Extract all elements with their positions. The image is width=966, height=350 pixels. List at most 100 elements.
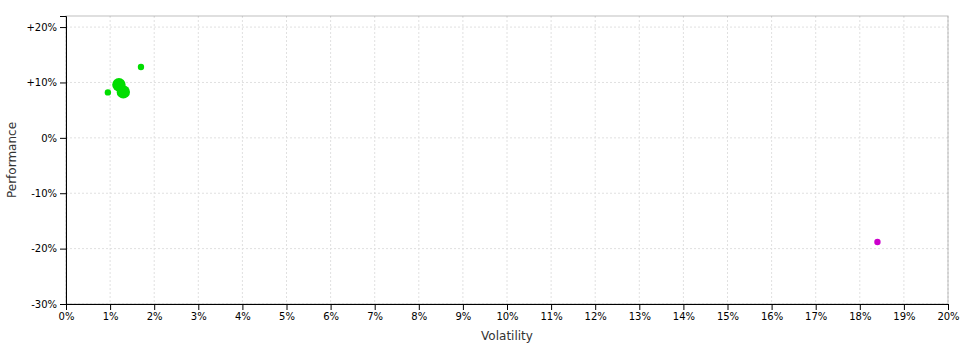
points — [105, 64, 881, 245]
tick-mark — [772, 304, 773, 310]
tick-mark — [375, 304, 376, 310]
grid-line — [683, 16, 684, 304]
grid-line — [154, 16, 155, 304]
tick: 18% — [849, 304, 871, 322]
tick-label: 17% — [805, 311, 827, 322]
tick-mark — [110, 304, 111, 310]
tick-mark — [904, 304, 905, 310]
tick-label: 18% — [849, 311, 871, 322]
tick: 13% — [629, 304, 651, 322]
tick: -30% — [31, 299, 66, 310]
grid-line — [859, 16, 860, 304]
tick-label: 16% — [761, 311, 783, 322]
grid-line — [110, 16, 111, 304]
y-axis-title: Performance — [5, 122, 19, 198]
tick-mark — [948, 304, 949, 310]
tick: 17% — [805, 304, 827, 322]
grid-line — [551, 16, 552, 304]
tick-label: 13% — [629, 311, 651, 322]
tick: 4% — [235, 304, 251, 322]
tick: 2% — [147, 304, 163, 322]
grid-line — [507, 16, 508, 304]
grid-line — [66, 248, 948, 249]
point — [105, 89, 111, 95]
tick: 14% — [673, 304, 695, 322]
tick: 11% — [540, 304, 562, 322]
tick-mark — [860, 304, 861, 310]
tick-label: 7% — [367, 311, 383, 322]
tick-mark — [60, 193, 66, 194]
tick: 0% — [41, 133, 66, 144]
tick: 19% — [893, 304, 915, 322]
tick: -20% — [31, 243, 66, 254]
tick: 10% — [496, 304, 518, 322]
tick: 6% — [323, 304, 339, 322]
x-axis: 0% 1% 2% 3% 4% 5% 6% 7% 8% 9% 10% 11% 12% 13% 14% 15% 16… — [59, 304, 960, 322]
tick-mark — [60, 27, 66, 28]
tick-label: 11% — [540, 311, 562, 322]
grid — [66, 16, 948, 304]
tick-label: 8% — [411, 311, 427, 322]
grid-line — [66, 27, 948, 28]
tick: 1% — [103, 304, 119, 322]
tick: 5% — [279, 304, 295, 322]
grid-line — [418, 16, 419, 304]
grid-line — [815, 16, 816, 304]
tick-label: 14% — [673, 311, 695, 322]
tick-label: 0% — [41, 133, 57, 144]
tick-label: 20% — [937, 311, 959, 322]
tick-label: 0% — [59, 311, 75, 322]
tick-mark — [595, 304, 596, 310]
tick: 20% — [937, 304, 959, 322]
point — [117, 85, 130, 98]
tick: 16% — [761, 304, 783, 322]
tick-mark — [242, 304, 243, 310]
tick: 12% — [585, 304, 607, 322]
grid-line — [242, 16, 243, 304]
tick-label: 3% — [191, 311, 207, 322]
grid-line — [374, 16, 375, 304]
chart: 0% 1% 2% 3% 4% 5% 6% 7% 8% 9% 10% 11% 12% 13% 14% 15% 16… — [0, 0, 966, 350]
grid-line — [66, 137, 948, 138]
series — [874, 239, 880, 245]
tick: -10% — [31, 188, 66, 199]
tick-mark — [287, 304, 288, 310]
tick-mark — [60, 82, 66, 83]
tick-label: +20% — [26, 22, 57, 33]
tick-label: -20% — [31, 243, 57, 254]
tick-label: 4% — [235, 311, 251, 322]
grid-line — [330, 16, 331, 304]
tick-label: 2% — [147, 311, 163, 322]
tick-mark — [639, 304, 640, 310]
grid-line — [595, 16, 596, 304]
tick-label: 1% — [103, 311, 119, 322]
tick-label: +10% — [26, 77, 57, 88]
tick-mark — [463, 304, 464, 310]
point — [874, 239, 880, 245]
tick: 15% — [717, 304, 739, 322]
tick-mark — [198, 304, 199, 310]
tick-label: 6% — [323, 311, 339, 322]
tick-label: -30% — [31, 299, 57, 310]
grid-line — [462, 16, 463, 304]
x-axis-title: Volatility — [481, 329, 533, 343]
point — [138, 64, 144, 70]
tick-mark — [507, 304, 508, 310]
grid-line — [286, 16, 287, 304]
tick-mark — [683, 304, 684, 310]
tick-label: 19% — [893, 311, 915, 322]
tick-mark — [60, 138, 66, 139]
series — [105, 64, 144, 99]
tick-label: 9% — [455, 311, 471, 322]
tick-mark — [728, 304, 729, 310]
tick-label: 10% — [496, 311, 518, 322]
tick: +10% — [26, 77, 66, 88]
plot-frame — [66, 16, 948, 304]
tick-label: 12% — [585, 311, 607, 322]
tick: 7% — [367, 304, 383, 322]
grid-line — [639, 16, 640, 304]
tick-mark — [419, 304, 420, 310]
tick-mark — [551, 304, 552, 310]
tick: 3% — [191, 304, 207, 322]
y-axis: -30% -20% -10% 0% +10% +20% — [26, 17, 66, 310]
